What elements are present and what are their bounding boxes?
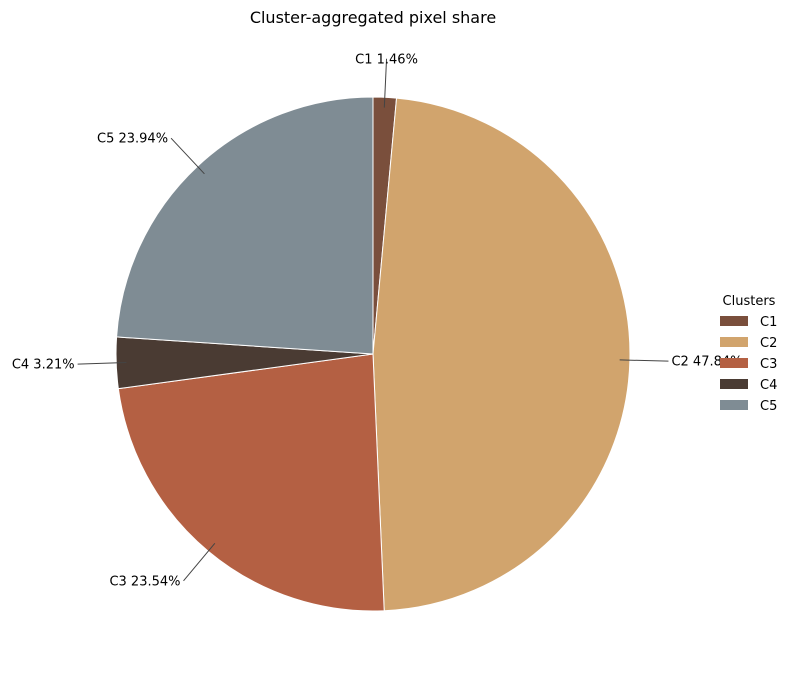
callout-line-c1	[383, 58, 388, 108]
legend-label-c5: C5	[760, 399, 777, 414]
pie-slice-c3	[117, 353, 385, 612]
legend-items: C1 C2 C3 C4 C5	[720, 315, 777, 414]
chart-title: Cluster-aggregated pixel share	[250, 8, 496, 27]
slice-labels: C1 1.46%C2 47.84%C3 23.54%C4 3.21%C5 23.…	[12, 52, 743, 589]
legend-title: Clusters	[723, 294, 776, 309]
legend-label-c3: C3	[760, 357, 777, 372]
slice-label-c3: C3 23.54%	[109, 574, 180, 589]
legend-label-c4: C4	[760, 378, 777, 393]
callout-line-c5	[170, 137, 205, 175]
legend-swatch-c2	[720, 337, 748, 347]
legend-label-c1: C1	[760, 315, 777, 330]
callout-line-c3	[183, 543, 216, 582]
pie-slice-c2	[372, 97, 631, 612]
legend-label-c2: C2	[760, 336, 777, 351]
legend-swatch-c3	[720, 358, 748, 368]
slice-label-c4: C4 3.21%	[12, 358, 75, 373]
callout-line-c2	[619, 359, 669, 362]
slice-label-c5: C5 23.94%	[97, 132, 168, 147]
legend-swatch-c5	[720, 400, 748, 410]
legend-swatch-c1	[720, 316, 748, 326]
legend-swatch-c4	[720, 379, 748, 389]
slice-label-c1: C1 1.46%	[355, 52, 418, 67]
pie-slices	[115, 96, 631, 612]
callout-line-c4	[77, 361, 127, 365]
legend: Clusters C1 C2 C3 C4 C5	[720, 294, 777, 414]
